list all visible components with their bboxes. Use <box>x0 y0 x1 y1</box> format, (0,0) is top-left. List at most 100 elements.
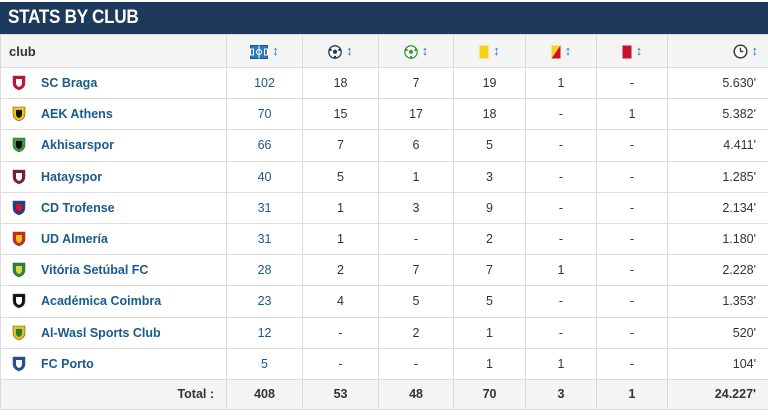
appearances-cell[interactable]: 31 <box>226 191 304 224</box>
total-second-yellow: 3 <box>525 378 598 410</box>
sort-arrows-icon: ↕ <box>635 43 643 59</box>
goals-column-header[interactable]: ↕ <box>302 34 380 68</box>
table-row: Hatayspor 40 5 1 3- -1.285' <box>0 160 768 193</box>
appearances-cell[interactable]: 28 <box>226 254 304 287</box>
appearances-cell[interactable]: 40 <box>226 160 304 193</box>
red-cards-cell: - <box>596 191 669 224</box>
appearances-cell[interactable]: 66 <box>226 129 304 162</box>
goals-cell: 1 <box>302 191 380 224</box>
red-cards-column-header[interactable]: ↕ <box>596 34 669 68</box>
appearances-cell[interactable]: 102 <box>226 66 304 100</box>
stats-table: club ↕ ↕ <box>0 34 768 410</box>
yellow-cards-cell: 2 <box>453 222 527 256</box>
table-row: SC Braga 102 18 7 19 1-5.630' <box>0 66 768 100</box>
club-crest-icon[interactable] <box>11 137 27 153</box>
yellow-cards-cell: 3 <box>453 160 527 193</box>
goals-cell: 1 <box>302 222 380 256</box>
red-cards-cell: 1 <box>596 98 669 131</box>
goals-cell: 7 <box>302 129 380 162</box>
assists-cell: - <box>378 347 455 380</box>
goals-cell: - <box>302 316 380 349</box>
second-yellow-cell: 1 <box>525 254 598 287</box>
club-crest-icon[interactable] <box>11 75 27 91</box>
minutes-cell: 2.134' <box>667 191 768 224</box>
club-cell: Akhisarspor <box>0 129 227 162</box>
club-link[interactable]: UD Almería <box>41 232 108 247</box>
second-yellow-cell: - <box>525 129 598 162</box>
red-card-icon <box>622 45 632 59</box>
yellow-cards-cell: 19 <box>453 66 527 100</box>
club-crest-icon[interactable] <box>11 325 27 341</box>
assists-column-header[interactable]: ↕ <box>378 34 455 68</box>
appearances-cell[interactable]: 5 <box>226 347 304 380</box>
yellow-cards-cell: 7 <box>453 254 527 287</box>
sort-arrows-icon: ↕ <box>564 43 572 59</box>
assists-cell: 7 <box>378 254 455 287</box>
yellow-cards-cell: 9 <box>453 191 527 224</box>
total-goals: 53 <box>302 378 380 410</box>
goals-cell: - <box>302 347 380 380</box>
table-row: Al-Wasl Sports Club 12-2 1- -520' <box>0 316 768 349</box>
minutes-clock-icon <box>733 44 748 59</box>
club-link[interactable]: SC Braga <box>41 76 98 91</box>
second-yellow-cell: - <box>525 316 598 349</box>
minutes-cell: 2.228' <box>667 254 768 287</box>
total-assists: 48 <box>378 378 455 410</box>
totals-row: Total : 408 53 48 70 3 1 24.227' <box>0 378 768 410</box>
appearances-cell[interactable]: 31 <box>226 222 304 256</box>
club-cell: SC Braga <box>0 66 227 100</box>
minutes-cell: 5.630' <box>667 66 768 100</box>
table-row: UD Almería 31 1-2- -1.180' <box>0 222 768 256</box>
club-link[interactable]: FC Porto <box>41 356 94 371</box>
club-link[interactable]: AEK Athens <box>41 107 113 122</box>
second-yellow-column-header[interactable]: ↕ <box>525 34 598 68</box>
appearances-cell[interactable]: 70 <box>226 98 304 131</box>
yellow-cards-cell: 1 <box>453 316 527 349</box>
club-crest-icon[interactable] <box>11 169 27 185</box>
assists-cell: 2 <box>378 316 455 349</box>
assists-cell: 7 <box>378 66 455 100</box>
total-yellow-cards: 70 <box>453 378 527 410</box>
club-crest-icon[interactable] <box>11 262 27 278</box>
table-header-row: club ↕ ↕ <box>0 34 768 68</box>
section-title: STATS BY CLUB <box>8 7 139 28</box>
table-row: CD Trofense 31 1 3 9- -2.134' <box>0 191 768 224</box>
club-link[interactable]: Akhisarspor <box>41 138 114 153</box>
club-link[interactable]: CD Trofense <box>41 200 115 215</box>
club-cell: Hatayspor <box>0 160 227 193</box>
club-link[interactable]: Vitória Setúbal FC <box>41 263 149 278</box>
club-column-header[interactable]: club <box>0 34 228 68</box>
yellow-cards-cell: 5 <box>453 129 527 162</box>
club-link[interactable]: Académica Coimbra <box>41 294 162 309</box>
table-body: SC Braga 102 18 7 19 1-5.630' AEK Athens 70 15 17… <box>0 66 768 380</box>
red-cards-cell: - <box>596 66 669 100</box>
second-yellow-cell: - <box>525 160 598 193</box>
club-cell: FC Porto <box>0 347 227 380</box>
club-crest-icon[interactable] <box>11 200 27 216</box>
second-yellow-cell: - <box>525 191 598 224</box>
club-crest-icon[interactable] <box>11 293 27 309</box>
goals-cell: 5 <box>302 160 380 193</box>
minutes-cell: 1.285' <box>667 160 768 193</box>
appearances-column-header[interactable]: ↕ <box>226 34 304 68</box>
club-crest-icon[interactable] <box>11 356 27 372</box>
appearances-cell[interactable]: 12 <box>226 316 304 349</box>
second-yellow-cell: 1 <box>525 66 598 100</box>
red-cards-cell: - <box>596 129 669 162</box>
club-cell: UD Almería <box>0 222 227 256</box>
assists-icon <box>403 44 418 59</box>
club-link[interactable]: Al-Wasl Sports Club <box>41 325 161 340</box>
assists-cell: 6 <box>378 129 455 162</box>
club-crest-icon[interactable] <box>11 106 27 122</box>
club-crest-icon[interactable] <box>11 231 27 247</box>
club-link[interactable]: Hatayspor <box>41 169 103 184</box>
table-row: Vitória Setúbal FC 28 2 7 7 1-2.228' <box>0 254 768 287</box>
club-cell: AEK Athens <box>0 98 227 131</box>
yellow-cards-cell: 5 <box>453 285 527 318</box>
yellow-cards-column-header[interactable]: ↕ <box>453 34 527 68</box>
red-cards-cell: - <box>596 254 669 287</box>
minutes-column-header[interactable]: ↕ <box>667 34 768 68</box>
appearances-cell[interactable]: 23 <box>226 285 304 318</box>
appearances-icon <box>250 44 269 59</box>
total-minutes: 24.227' <box>667 378 768 410</box>
